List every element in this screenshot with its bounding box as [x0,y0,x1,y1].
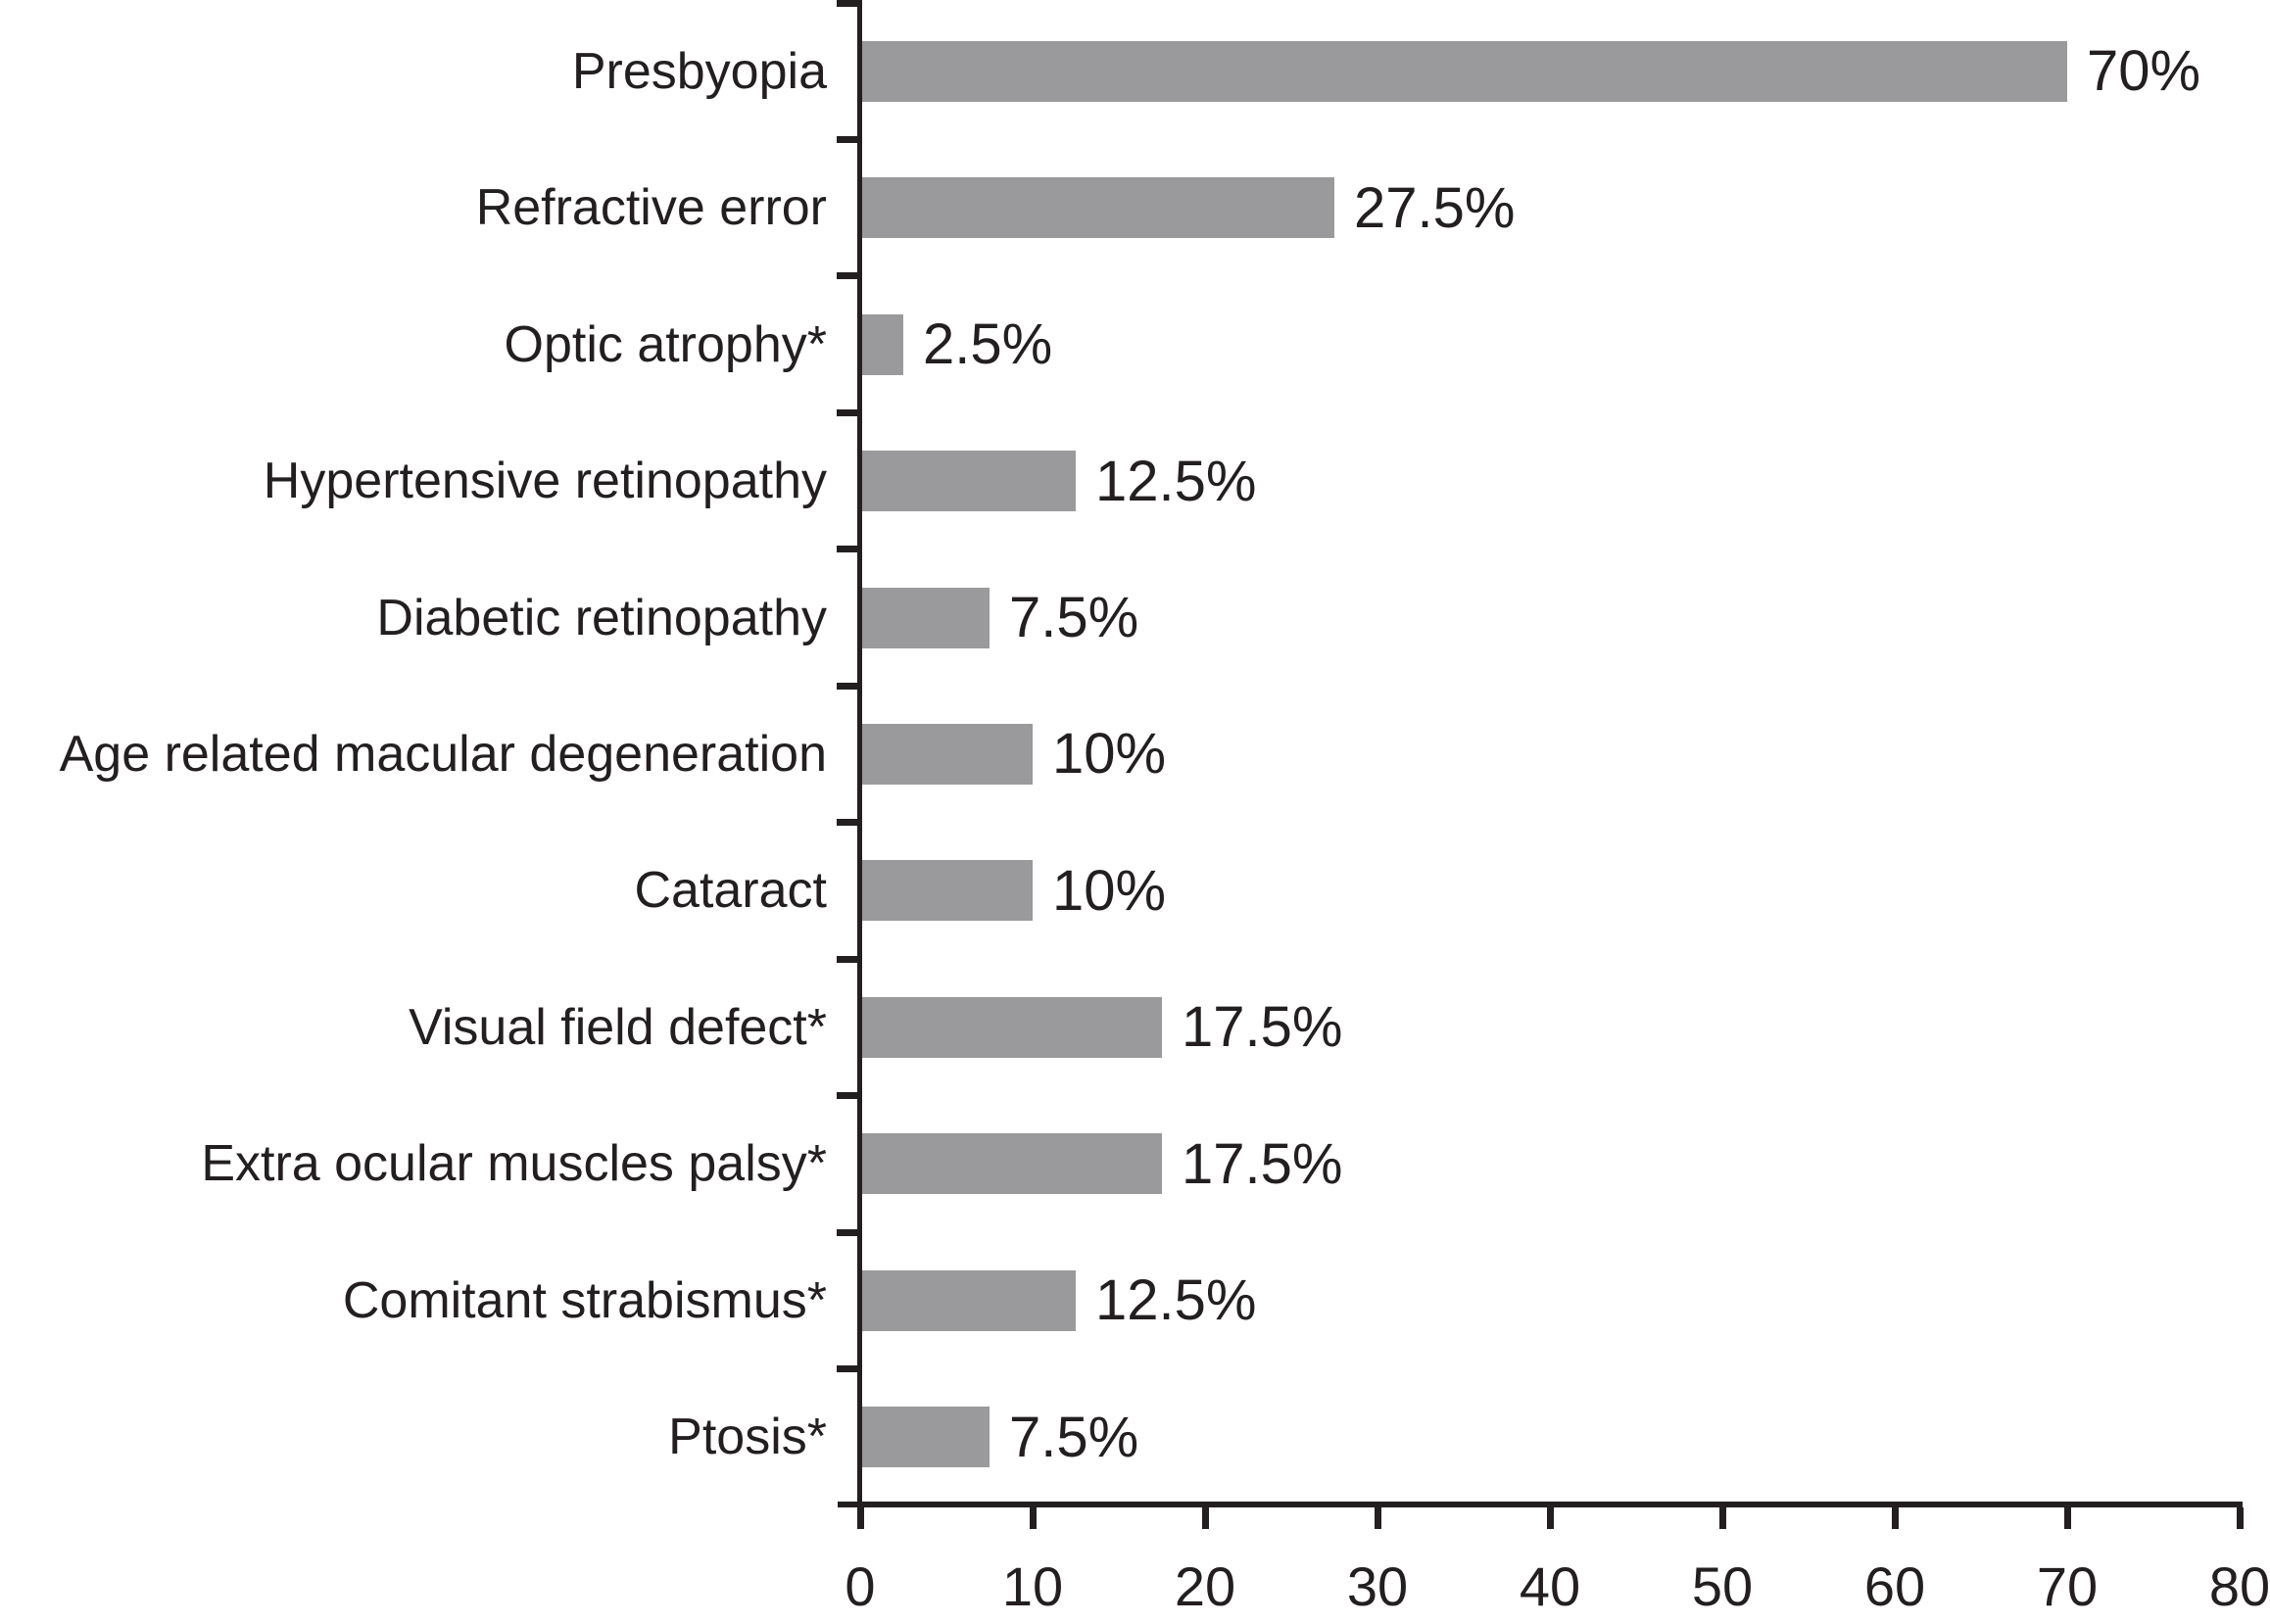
x-axis-tick [2063,1507,2071,1529]
category-label: Presbyopia [571,42,827,100]
x-axis-tick [1891,1507,1899,1529]
category-label: Diabetic retinopathy [376,589,827,646]
category-label: Extra ocular muscles palsy* [201,1135,827,1193]
bar [860,313,903,375]
y-axis-line [857,0,862,1505]
category-label: Visual field defect* [409,998,827,1056]
bar [860,177,1334,239]
bar [860,451,1076,512]
x-axis-tick-label: 70 [2036,1555,2099,1617]
bar-row: Comitant strabismus* 12.5% [0,1232,2270,1368]
x-axis-tick-label: 60 [1863,1555,1926,1617]
x-axis-tick-label: 0 [845,1555,876,1617]
y-axis-tick [837,546,858,553]
category-label: Hypertensive retinopathy [263,453,827,510]
value-label: 70% [2087,39,2201,104]
bar [860,723,1033,785]
value-label: 17.5% [1182,995,1343,1060]
x-axis-tick-label: 40 [1519,1555,1581,1617]
x-axis-tick [856,1507,864,1529]
y-axis-tick [837,955,858,963]
x-axis-tick [1546,1507,1554,1529]
category-label: Cataract [634,862,827,920]
y-axis-tick [837,1228,858,1236]
x-axis-tick-label: 20 [1174,1555,1236,1617]
bar [860,860,1033,922]
value-label: 27.5% [1354,175,1516,240]
bar-row: Ptosis* 7.5% [0,1369,2270,1505]
x-axis-tick [1201,1507,1209,1529]
value-label: 10% [1052,722,1167,787]
bar-row: Presbyopia 70% [0,3,2270,139]
bar [860,1269,1076,1331]
bar-row: Diabetic retinopathy 7.5% [0,549,2270,686]
bar [860,1407,990,1468]
x-axis-tick-label: 50 [1691,1555,1754,1617]
value-label: 12.5% [1095,1268,1257,1333]
x-axis-line [838,1502,2243,1507]
category-label: Age related macular degeneration [59,725,827,783]
value-label: 7.5% [1009,586,1139,650]
bar [860,996,1162,1058]
y-axis-tick [837,819,858,827]
y-axis-tick [837,682,858,690]
x-axis-tick [1029,1507,1037,1529]
bar-row: Extra ocular muscles palsy* 17.5% [0,1096,2270,1232]
bar-row: Cataract 10% [0,823,2270,959]
bar-row: Hypertensive retinopathy 12.5% [0,412,2270,549]
category-label: Optic atrophy* [504,315,828,373]
x-axis-tick-label: 80 [2208,1555,2270,1617]
value-label: 17.5% [1182,1131,1343,1196]
x-axis-tick [2236,1507,2244,1529]
x-axis-tick-label: 30 [1346,1555,1409,1617]
y-axis-tick [837,135,858,143]
x-axis-tick [1374,1507,1381,1529]
x-axis-tick-label: 10 [1001,1555,1064,1617]
bar [860,1133,1162,1195]
bar-row: Age related macular degeneration 10% [0,686,2270,822]
category-label: Comitant strabismus* [342,1271,827,1329]
bar-row: Refractive error 27.5% [0,139,2270,275]
y-axis-tick [837,1365,858,1372]
value-label: 12.5% [1095,449,1257,513]
value-label: 7.5% [1009,1405,1139,1469]
bar [860,587,990,648]
y-axis-tick [837,408,858,416]
category-label: Refractive error [475,179,827,237]
bar [860,40,2067,102]
y-axis-tick [837,0,858,7]
category-label: Ptosis* [668,1409,827,1466]
bar-row: Visual field defect* 17.5% [0,959,2270,1095]
y-axis-tick [837,272,858,280]
bar-row: Optic atrophy* 2.5% [0,276,2270,412]
x-axis-tick [1718,1507,1726,1529]
value-label: 2.5% [923,312,1053,377]
value-label: 10% [1052,858,1167,923]
y-axis-tick [837,1092,858,1100]
